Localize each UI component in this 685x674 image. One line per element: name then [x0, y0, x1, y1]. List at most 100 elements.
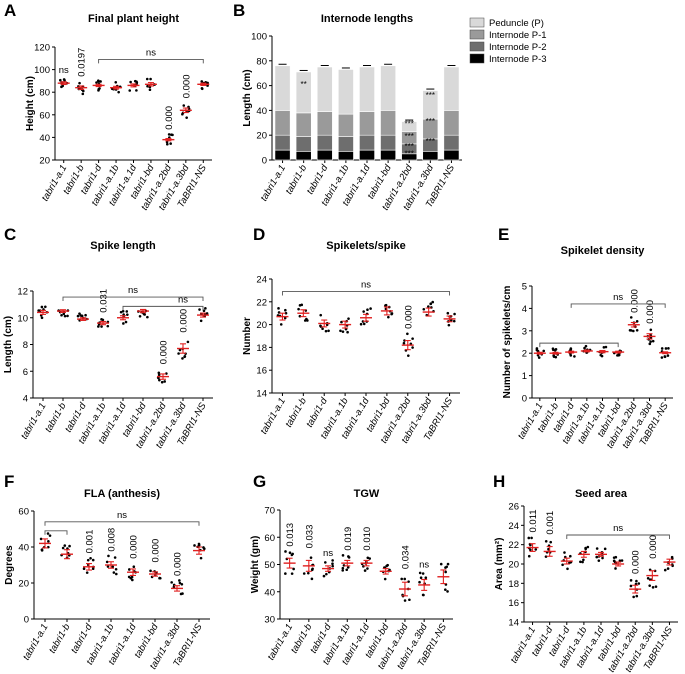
p-value-label: 0.0197 — [77, 48, 88, 77]
p-value-label: 0.011 — [528, 509, 539, 532]
data-point — [290, 553, 294, 557]
data-point — [359, 322, 363, 326]
stacked-bar-segment — [337, 69, 354, 115]
data-point — [138, 314, 142, 318]
y-tick-label: 16 — [256, 366, 267, 377]
y-tick-label: 0 — [522, 394, 527, 405]
data-point — [61, 84, 65, 88]
y-tick-label: 100 — [251, 32, 267, 43]
data-point — [178, 348, 182, 352]
data-point — [145, 77, 149, 81]
data-point — [604, 345, 608, 349]
data-point — [306, 319, 309, 322]
data-point — [663, 568, 667, 572]
data-point — [384, 303, 388, 307]
chart-title: Spike length — [90, 240, 156, 252]
data-point — [186, 340, 190, 344]
data-point — [310, 577, 314, 581]
y-tick-label: 4 — [23, 394, 28, 405]
stacked-bar-segment — [274, 134, 291, 151]
chart-title: TGW — [354, 488, 380, 500]
data-point — [115, 572, 118, 576]
data-point — [297, 307, 300, 311]
data-point — [322, 574, 326, 578]
stacked-bar-segment — [274, 149, 291, 161]
data-point — [530, 536, 533, 540]
data-point — [444, 588, 447, 591]
p-value-label: 0.000 — [648, 535, 659, 559]
x-tick-label: tabri1-a.1 — [19, 401, 49, 441]
data-point — [279, 323, 283, 326]
data-point — [402, 341, 406, 345]
bracket-label: ns — [613, 292, 623, 303]
data-point — [569, 347, 573, 350]
data-point — [107, 554, 110, 558]
data-point — [204, 307, 207, 310]
stacked-bar-segment — [401, 121, 418, 132]
data-point — [363, 569, 367, 572]
y-tick-label: 22 — [508, 540, 519, 551]
data-point — [290, 572, 294, 575]
y-tick-label: 20 — [39, 156, 50, 167]
p-value-label: 0.000 — [181, 75, 192, 99]
data-point — [418, 580, 421, 584]
data-point — [284, 550, 287, 553]
data-point — [635, 579, 638, 583]
bracket-label: ns — [361, 280, 371, 291]
p-value-label: 0.031 — [99, 289, 110, 313]
panel-e: E Spikelet density 0 1 2 3 4 5 Number of spikele… — [498, 225, 673, 450]
data-point — [85, 571, 89, 574]
data-point — [527, 554, 531, 558]
y-axis-label: Length (cm) — [242, 69, 253, 126]
data-point — [163, 380, 166, 383]
data-point — [112, 571, 116, 574]
chart-title: Seed area — [575, 488, 628, 500]
data-point — [629, 584, 633, 588]
comparison-bracket — [570, 303, 666, 308]
stacked-bar-segment — [316, 66, 333, 112]
data-point — [82, 567, 86, 571]
data-point — [566, 567, 569, 571]
data-point — [106, 565, 110, 568]
y-axis-label: Number — [242, 317, 253, 355]
y-tick-label: 60 — [18, 507, 29, 518]
data-point — [601, 556, 604, 560]
data-point — [586, 545, 590, 549]
data-point — [46, 532, 50, 535]
data-point — [649, 328, 653, 332]
data-point — [584, 344, 588, 348]
data-point — [63, 314, 67, 318]
bracket-label: ns — [178, 294, 188, 305]
comparison-bracket — [539, 342, 619, 348]
data-point — [86, 558, 90, 562]
data-point — [406, 332, 409, 336]
data-point — [552, 355, 556, 358]
data-point — [48, 534, 52, 537]
data-point — [446, 562, 450, 566]
data-point — [166, 142, 169, 146]
data-point — [169, 142, 172, 145]
data-point — [544, 539, 548, 543]
data-point — [595, 547, 599, 550]
stacked-bar-segment — [316, 149, 333, 161]
data-point — [146, 315, 149, 319]
data-point — [331, 564, 334, 568]
data-point — [78, 81, 81, 85]
data-point — [306, 571, 310, 575]
p-value-label: 0.033 — [304, 525, 315, 549]
y-axis-label: Height (cm) — [25, 76, 36, 131]
stacked-bar-segment — [295, 136, 312, 152]
data-point — [119, 310, 123, 314]
data-point — [597, 559, 601, 562]
data-point — [602, 346, 606, 349]
data-point — [660, 356, 664, 359]
y-tick-label: 8 — [23, 340, 28, 351]
panel-letter: G — [253, 472, 266, 491]
data-point — [629, 316, 633, 319]
significance-stars: *** — [405, 120, 414, 129]
data-point — [408, 598, 411, 602]
y-tick-label: 100 — [34, 65, 50, 76]
y-tick-label: 24 — [508, 521, 519, 532]
data-point — [158, 576, 161, 580]
